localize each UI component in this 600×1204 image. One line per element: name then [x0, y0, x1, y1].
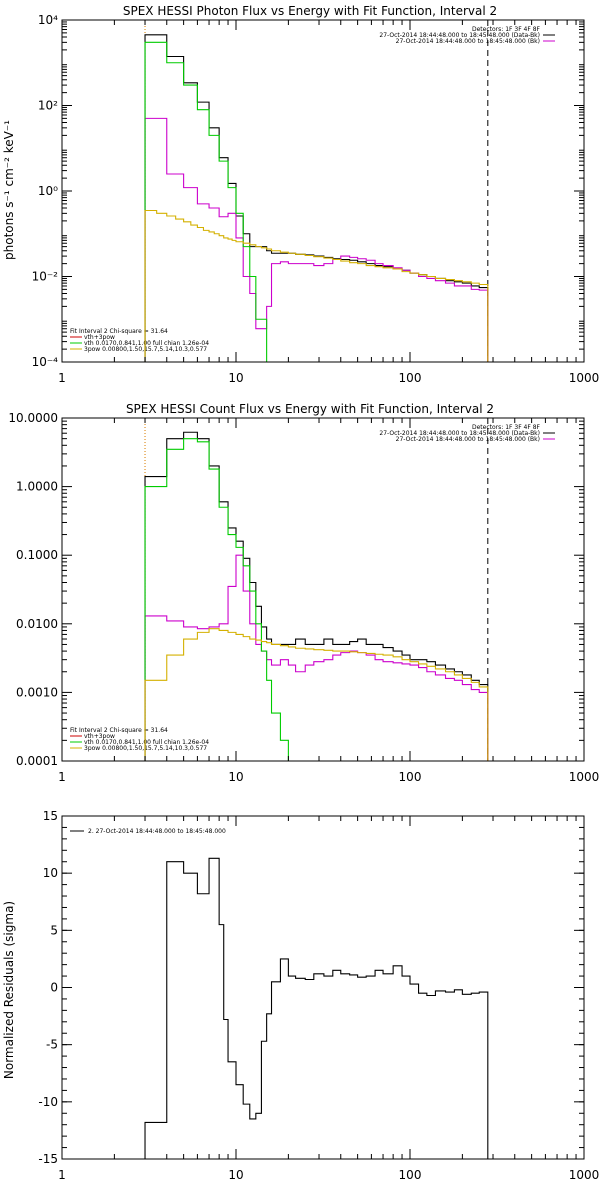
panel-1-xtick-label: 100 — [399, 371, 422, 385]
panel-2-bottom-left-text: Fit Interval 2 Chi-square = 31.64 vth+3p… — [70, 727, 209, 752]
panel-2-data-bk-legend: 27-Oct-2014 18:44:48.000 to 18:45:48.000… — [379, 430, 540, 437]
panel-2-xtick-label: 100 — [399, 770, 422, 784]
panel-2-bk-legend: 27-Oct-2014 18:44:48.000 to 18:45:48.000… — [396, 436, 540, 443]
panel-1-ytick-label: 10⁻² — [32, 270, 59, 284]
panel-2-xtick-label: 10 — [228, 770, 243, 784]
panel-1-plot: 1 10 100 1000 10⁻⁴ 10⁻² 10⁰ 10² 10⁴ — [32, 13, 600, 385]
panel-2-series-bk — [144, 554, 489, 761]
panel-2-ytick-label: 10.0000 — [8, 411, 58, 425]
panel-3-ytick-label: 5 — [50, 923, 58, 937]
panel-3-ytick-label: -10 — [38, 1095, 58, 1109]
panel-1-data-bk-legend: 27-Oct-2014 18:44:48.000 to 18:45:48.000… — [379, 32, 540, 39]
panel-1-3pow-text: 3pow 0.00800,1.50,15.7,5.14,10.3,0.577 — [84, 346, 207, 353]
panel-3-legend-text: 2. 27-Oct-2014 18:44:48.000 to 18:45:48.… — [88, 828, 226, 835]
panel-3-xtick-label: 1 — [58, 1168, 66, 1182]
panel-2-ytick-label: 0.0100 — [16, 617, 58, 631]
panel-3-ylabel: Normalized Residuals (sigma) — [2, 901, 16, 1079]
panel-2-3pow-text: 3pow 0.00800,1.50,15.7,5.14,10.3,0.577 — [84, 745, 207, 752]
panel-1-ytick-label: 10⁴ — [38, 13, 58, 27]
panel-2-series-vth — [144, 438, 488, 762]
panel-1-xtick-label: 10 — [228, 371, 243, 385]
panel-2-ytick-label: 1.0000 — [16, 480, 58, 494]
panel-3-series-residuals — [144, 857, 489, 1159]
panel-2-fit-text: Fit Interval 2 Chi-square = 31.64 — [70, 727, 168, 734]
panel-1-series-data-bk — [144, 34, 489, 362]
panel-photon-flux: SPEX HESSI Photon Flux vs Energy with Fi… — [2, 4, 555, 353]
panel-2-xtick-label: 1 — [58, 770, 66, 784]
panel-1-ylabel: photons s⁻¹ cm⁻² keV⁻¹ — [2, 120, 16, 260]
panel-2-title: SPEX HESSI Count Flux vs Energy with Fit… — [126, 402, 494, 416]
panel-3-ytick-label: 15 — [43, 809, 58, 823]
panel-2-series-3pow — [144, 628, 489, 761]
panel-2-series-data-bk — [144, 431, 489, 761]
panel-3-plot: 1 10 100 1000 -15 -10 -5 0 5 10 15 — [38, 809, 599, 1182]
panel-1-ytick-label: 10⁰ — [38, 184, 58, 198]
panel-1-ytick-label: 10⁻⁴ — [32, 355, 59, 369]
panel-1-frame — [61, 19, 585, 363]
panel-1-series-3pow — [144, 209, 489, 362]
panel-3-ytick-label: -15 — [38, 1152, 58, 1166]
panel-3-frame — [61, 815, 585, 1160]
panel-2-xtick-label: 1000 — [569, 770, 600, 784]
panel-1-detectors-text: Detectors: 1F 3F 4F 8F — [472, 26, 541, 33]
panel-1-bk-legend: 27-Oct-2014 18:44:48.000 to 18:45:48.000… — [396, 38, 540, 45]
panel-1-title: SPEX HESSI Photon Flux vs Energy with Fi… — [123, 4, 497, 18]
panel-2-ytick-label: 0.1000 — [16, 548, 58, 562]
panel-2-plot: 1 10 100 1000 0.0001 0.0010 0.0100 0.1000 1.0000… — [8, 411, 599, 784]
panel-3-xtick-label: 10 — [228, 1168, 243, 1182]
panel-2-frame — [61, 417, 585, 762]
panel-2-ytick-label: 0.0010 — [16, 685, 58, 699]
panel-2-detectors-text: Detectors: 1F 3F 4F 8F — [472, 424, 541, 431]
panel-count-flux: SPEX HESSI Count Flux vs Energy with Fit… — [70, 402, 555, 752]
panel-3-xtick-label: 100 — [399, 1168, 422, 1182]
panel-3-xtick-label: 1000 — [569, 1168, 600, 1182]
panel-1-xtick-label: 1 — [58, 371, 66, 385]
panel-1-top-right-text: Detectors: 1F 3F 4F 8F 27-Oct-2014 18:44… — [379, 26, 555, 45]
panel-3-ytick-label: 0 — [50, 981, 58, 995]
panel-residuals: Normalized Residuals (sigma) 2. 27-Oct-2… — [2, 828, 226, 1079]
panel-1-bottom-left-text: Fit Interval 2 Chi-square = 31.64 vth+3p… — [70, 328, 209, 353]
panel-2-top-right-text: Detectors: 1F 3F 4F 8F 27-Oct-2014 18:44… — [379, 424, 555, 443]
panel-2-ytick-label: 0.0001 — [16, 754, 58, 768]
panel-1-fit-model-text: vth+3pow — [84, 334, 115, 341]
panel-1-series-vth — [144, 41, 488, 363]
panel-3-ytick-label: -5 — [46, 1038, 58, 1052]
panel-1-fit-text: Fit Interval 2 Chi-square = 31.64 — [70, 328, 168, 335]
panel-1-xtick-label: 1000 — [569, 371, 600, 385]
panel-1-ytick-label: 10² — [38, 99, 58, 113]
panel-1-series-bk — [144, 117, 489, 362]
panel-2-fit-model-text: vth+3pow — [84, 733, 115, 740]
panel-1-vth-text: vth 0.0170,0.841,1.00 full chian 1.26e-0… — [84, 340, 209, 347]
panel-2-vth-text: vth 0.0170,0.841,1.00 full chian 1.26e-0… — [84, 739, 209, 746]
panel-3-ytick-label: 10 — [43, 866, 58, 880]
